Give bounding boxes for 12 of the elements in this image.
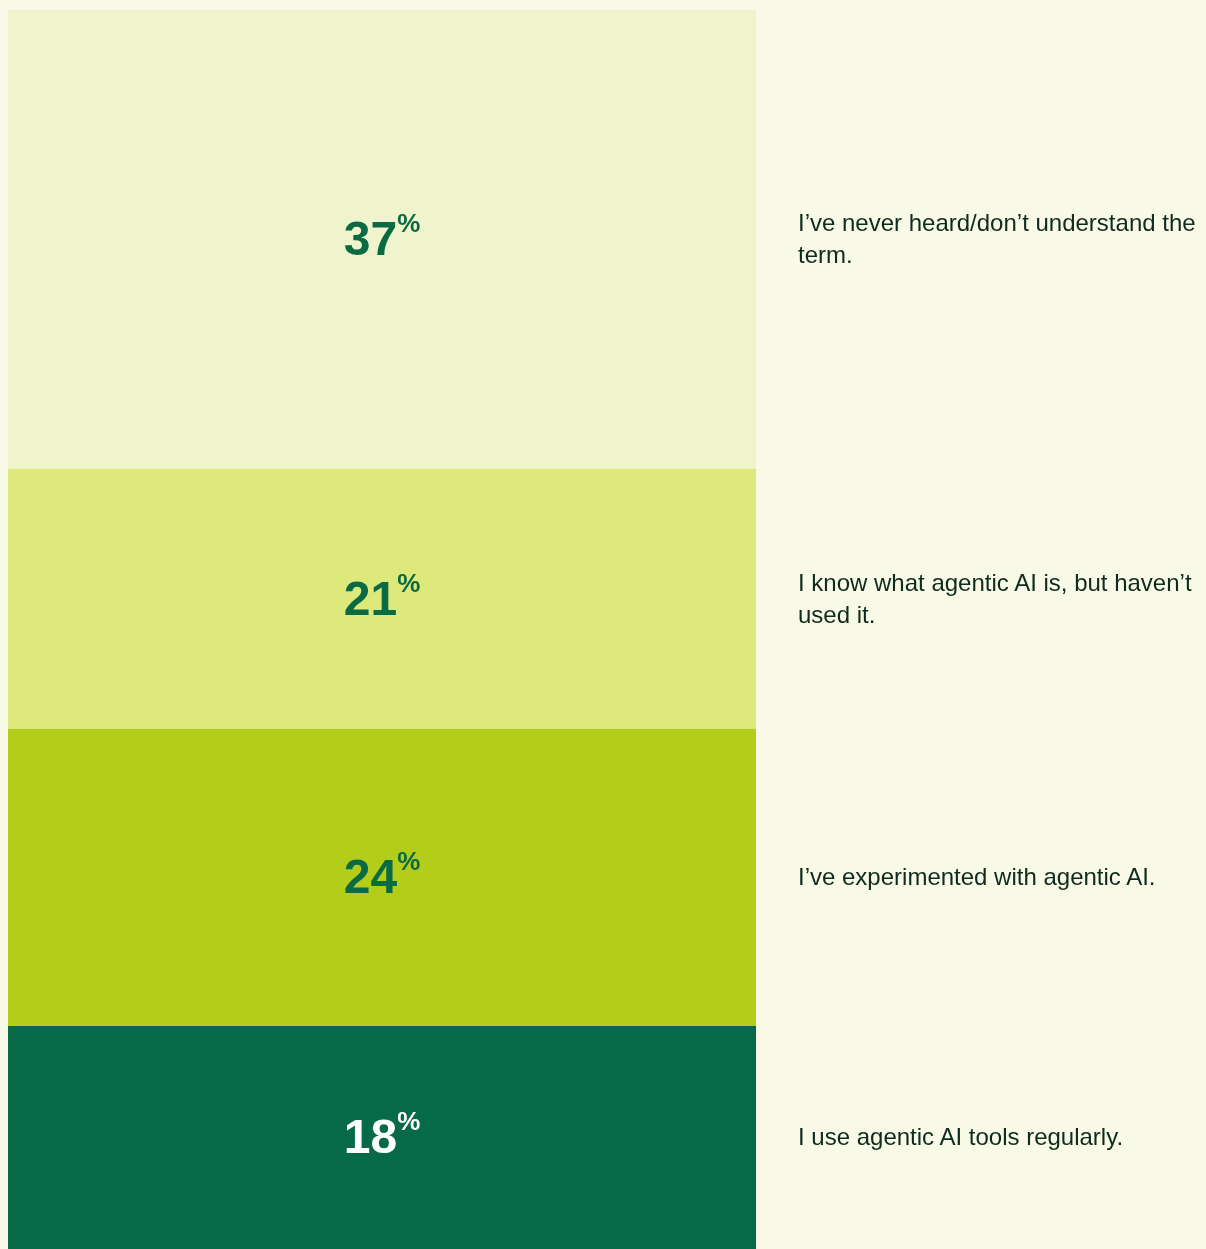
bar	[8, 728, 756, 1026]
series-label: I know what agentic AI is, but haven’t used it.	[798, 567, 1193, 630]
bar	[8, 1025, 756, 1249]
data-label: 21$^{%}$	[343, 567, 421, 625]
bar	[8, 10, 756, 469]
series-label: I’ve never heard/don’t understand the term.	[798, 208, 1197, 271]
data-label: 37$^{%}$	[343, 207, 421, 266]
bar	[8, 468, 756, 729]
series-label: I’ve experimented with agentic AI.	[798, 862, 1156, 893]
series-label: I use agentic AI tools regularly.	[798, 1122, 1124, 1153]
data-label: 18$^{%}$	[343, 1106, 421, 1164]
data-label: 24$^{%}$	[343, 845, 421, 904]
